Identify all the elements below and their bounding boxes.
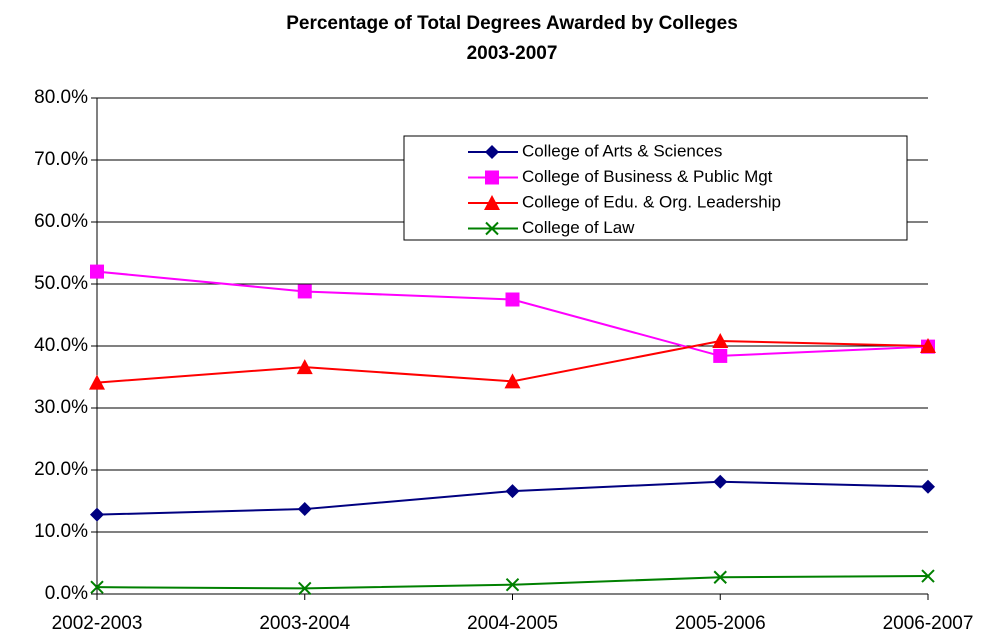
marker-x	[505, 577, 520, 592]
legend-label: College of Arts & Sciences	[522, 141, 722, 160]
y-tick-label: 30.0%	[34, 397, 88, 418]
y-tick-label: 60.0%	[34, 211, 88, 232]
y-tick-label: 80.0%	[34, 87, 88, 108]
marker-diamond	[90, 507, 104, 522]
marker-diamond	[921, 479, 935, 494]
x-tick-label: 2003-2004	[259, 613, 350, 634]
marker-x	[485, 221, 499, 236]
y-tick-label: 10.0%	[34, 521, 88, 542]
y-tick-label: 70.0%	[34, 149, 88, 170]
legend-label: College of Edu. & Org. Leadership	[522, 192, 781, 211]
x-tick-label: 2004-2005	[467, 613, 558, 634]
marker-x	[921, 569, 935, 583]
marker-square	[90, 264, 104, 279]
legend-label: College of Business & Public Mgt	[522, 167, 773, 186]
marker-x	[90, 580, 104, 594]
marker-x	[298, 581, 312, 596]
y-tick-label: 0.0%	[45, 583, 88, 604]
marker-triangle	[484, 195, 500, 210]
y-tick-label: 40.0%	[34, 335, 88, 356]
marker-diamond	[713, 474, 728, 489]
marker-triangle	[712, 333, 729, 349]
y-tick-label: 20.0%	[34, 459, 88, 480]
marker-square	[297, 284, 312, 299]
marker-triangle	[920, 338, 936, 353]
marker-triangle	[296, 359, 313, 375]
x-tick-label: 2006-2007	[883, 613, 974, 634]
marker-triangle	[89, 374, 105, 390]
series-line	[96, 575, 929, 590]
marker-square	[485, 170, 499, 185]
legend-label: College of Law	[522, 218, 635, 237]
marker-square	[713, 348, 728, 363]
marker-square	[505, 292, 520, 307]
x-tick-label: 2002-2003	[52, 613, 143, 634]
marker-diamond	[485, 145, 499, 159]
chart-subtitle: 2003-2007	[467, 43, 558, 64]
marker-triangle	[504, 373, 521, 389]
marker-diamond	[297, 502, 312, 517]
y-tick-label: 50.0%	[34, 273, 88, 294]
chart-title: Percentage of Total Degrees Awarded by C…	[286, 13, 738, 34]
marker-diamond	[505, 484, 520, 499]
marker-x	[713, 570, 727, 584]
x-tick-label: 2005-2006	[675, 613, 766, 634]
